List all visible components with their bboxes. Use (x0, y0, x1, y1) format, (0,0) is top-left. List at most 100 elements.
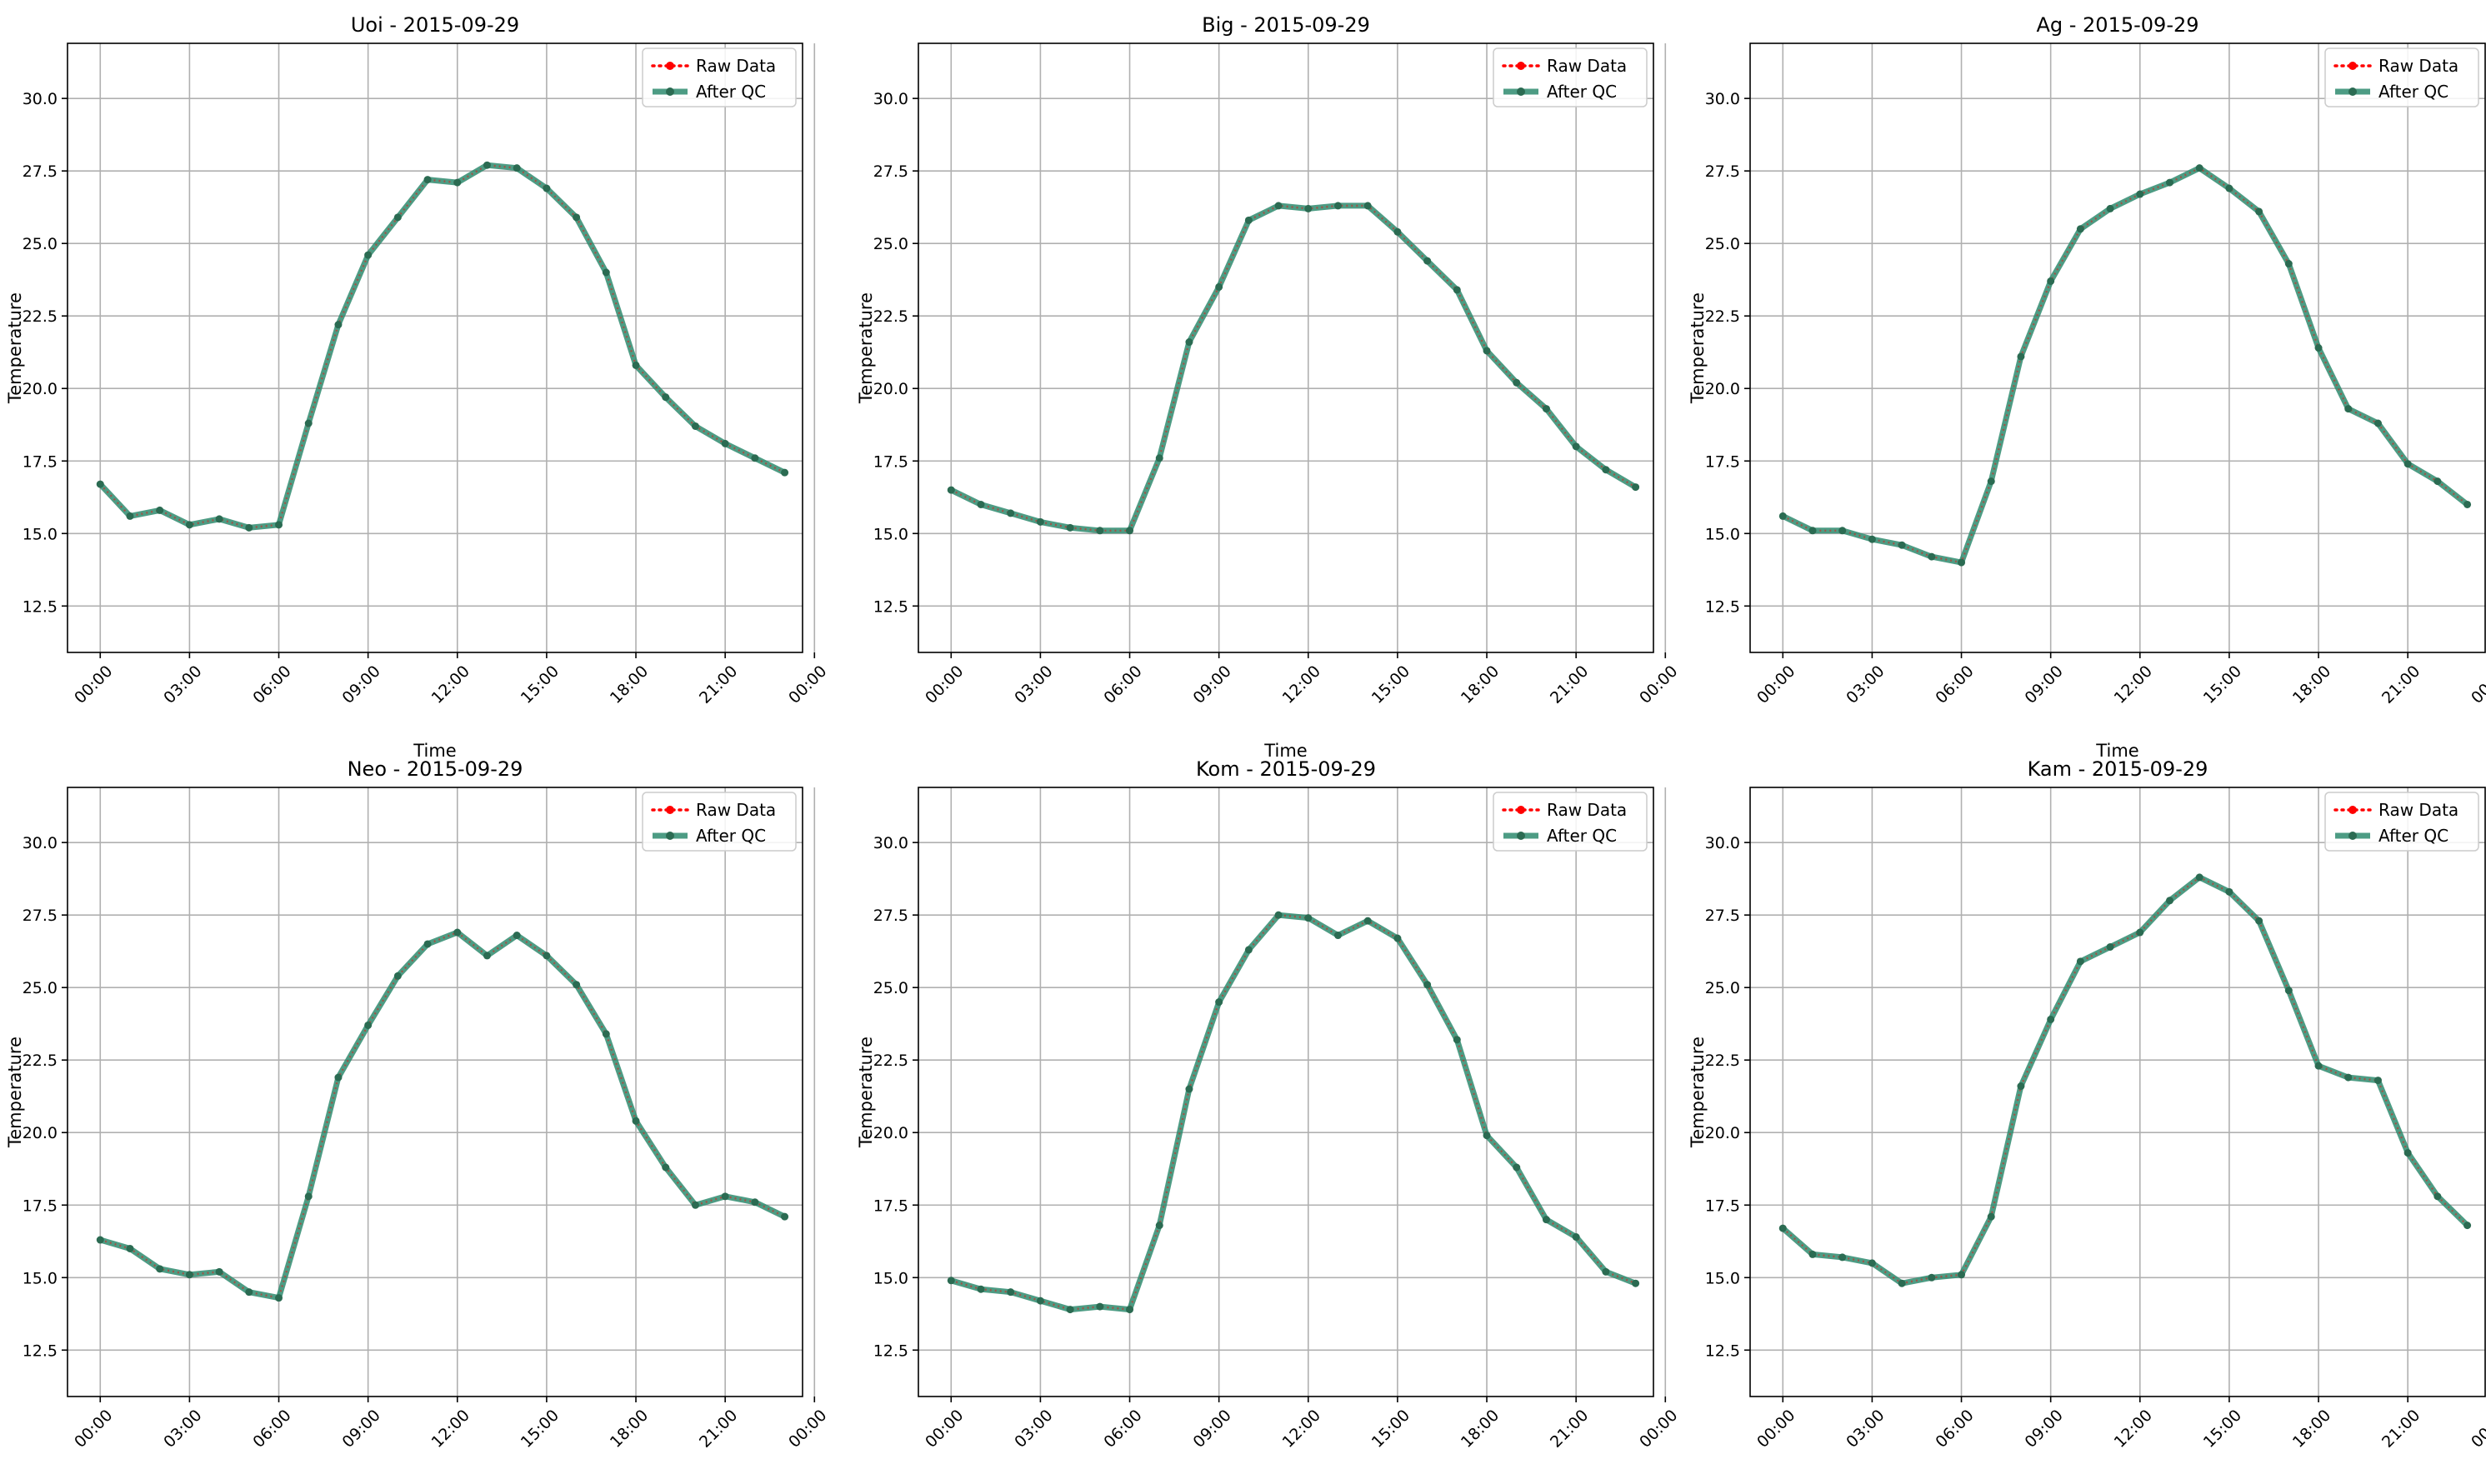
data-point-after-qc (1632, 1279, 1640, 1287)
grid (1750, 43, 2485, 652)
data-point-after-qc (1808, 527, 1817, 535)
series-line-raw-data (950, 204, 1637, 532)
data-point-after-qc (1096, 527, 1104, 535)
y-axis-label: Temperature (1688, 292, 1708, 404)
data-point-after-qc (1483, 1132, 1491, 1140)
x-tick-label: 18:00 (607, 1407, 652, 1452)
y-tick-label: 20.0 (1705, 380, 1740, 398)
y-axis-label: Temperature (5, 292, 25, 404)
data-point-after-qc (1958, 558, 1966, 567)
data-point-after-qc (1572, 442, 1580, 451)
y-tick-label: 17.5 (873, 1197, 908, 1215)
y-tick-label: 12.5 (23, 597, 58, 616)
data-point-after-qc (751, 1198, 759, 1207)
data-point-after-qc (2047, 1015, 2055, 1023)
data-point-after-qc (483, 952, 491, 960)
data-point-after-qc (1066, 1306, 1074, 1314)
data-point-after-qc (947, 486, 955, 494)
x-tick-label: 15:00 (518, 1407, 563, 1452)
data-point-after-qc (2403, 1149, 2412, 1157)
data-point-after-qc (1036, 517, 1044, 526)
y-tick-label: 27.5 (1705, 907, 1740, 925)
data-point-after-qc (1898, 1279, 1906, 1287)
x-tick-label: 21:00 (2378, 662, 2423, 707)
y-axis-label: Temperature (856, 1037, 876, 1148)
y-tick-label: 22.5 (1705, 1052, 1740, 1070)
y-tick-label: 20.0 (873, 1124, 908, 1142)
data-point-after-qc (364, 1021, 373, 1029)
y-tick-label: 30.0 (23, 90, 58, 108)
data-point-after-qc (1838, 527, 1847, 535)
y-tick-label: 20.0 (1705, 1124, 1740, 1142)
data-point-after-qc (632, 1117, 640, 1125)
y-tick-label: 15.0 (1705, 1269, 1740, 1287)
data-point-after-qc (513, 164, 521, 172)
x-tick-label: 00:00 (785, 1407, 830, 1452)
data-point-after-qc (1363, 202, 1372, 210)
y-tick-label: 15.0 (23, 525, 58, 543)
grid (918, 787, 1667, 1397)
y-tick-label: 12.5 (873, 597, 908, 616)
data-point-after-qc (1363, 917, 1372, 925)
data-point-after-qc (2314, 1062, 2323, 1070)
x-tick-label: 03:00 (1011, 1407, 1056, 1452)
data-point-after-qc (2225, 887, 2233, 896)
data-point-after-qc (483, 161, 491, 169)
data-point-after-qc (126, 512, 134, 520)
series-line-after-qc (950, 912, 1637, 1313)
data-point-after-qc (543, 952, 551, 960)
y-tick-label: 12.5 (1705, 597, 1740, 616)
legend-label-raw-data: Raw Data (1547, 800, 1627, 820)
data-point-after-qc (1513, 378, 1521, 387)
x-tick-label: 00:00 (785, 662, 830, 707)
data-point-after-qc (393, 972, 402, 980)
x-tick-label: 21:00 (1547, 662, 1592, 707)
data-point-after-qc (1542, 1216, 1550, 1224)
x-tick-label: 00:00 (71, 662, 116, 707)
y-tick-label: 25.0 (873, 979, 908, 997)
x-tick-label: 18:00 (1458, 662, 1503, 707)
axes-frame (918, 787, 1654, 1397)
y-tick-label: 25.0 (873, 235, 908, 253)
x-axis-label: Time (1263, 741, 1307, 761)
axes-frame (67, 787, 803, 1397)
data-point-after-qc (1632, 483, 1640, 492)
legend-marker-raw-data (2348, 62, 2357, 70)
x-tick-label: 12:00 (1279, 1407, 1324, 1452)
y-tick-label: 15.0 (23, 1269, 58, 1287)
legend: Raw Data After QC (1493, 792, 1648, 852)
subplot-1: 00:00 03:00 06:00 09:00 12:00 15:00 18:00 21:00… (5, 13, 830, 761)
y-axis-label: Temperature (1688, 1037, 1708, 1148)
data-point-after-qc (215, 1267, 223, 1276)
y-tick-label: 27.5 (23, 907, 58, 925)
data-point-after-qc (126, 1244, 134, 1252)
data-point-after-qc (1274, 202, 1283, 210)
data-point-after-qc (1483, 347, 1491, 355)
legend-marker-raw-data (666, 62, 674, 70)
x-tick-label: 06:00 (249, 662, 294, 707)
data-point-after-qc (1423, 257, 1432, 265)
x-tick-label: 00:00 (1753, 1407, 1798, 1452)
data-point-after-qc (304, 419, 313, 427)
data-point-after-qc (1126, 1306, 1134, 1314)
data-point-after-qc (2433, 477, 2442, 486)
data-point-after-qc (1304, 204, 1313, 212)
grid (68, 787, 816, 1397)
x-tick-label: 12:00 (428, 1407, 473, 1452)
chart-title: Kom - 2015-09-29 (1196, 757, 1376, 781)
y-tick-label: 17.5 (873, 452, 908, 471)
x-tick-label: 06:00 (249, 1407, 294, 1452)
y-tick-label: 30.0 (1705, 834, 1740, 852)
x-tick-label: 09:00 (2022, 1407, 2067, 1452)
y-tick-label: 20.0 (873, 380, 908, 398)
legend: Raw Data After QC (642, 47, 797, 107)
data-point-after-qc (2225, 184, 2233, 192)
data-point-after-qc (2076, 225, 2084, 233)
data-point-after-qc (1958, 1271, 1966, 1279)
x-tick-label: 09:00 (339, 1407, 384, 1452)
x-tick-label: 21:00 (1547, 1407, 1592, 1452)
legend-marker-raw-data (1517, 62, 1525, 70)
data-point-after-qc (1155, 454, 1163, 462)
legend: Raw Data After QC (642, 792, 797, 852)
data-point-after-qc (1987, 1212, 1995, 1221)
